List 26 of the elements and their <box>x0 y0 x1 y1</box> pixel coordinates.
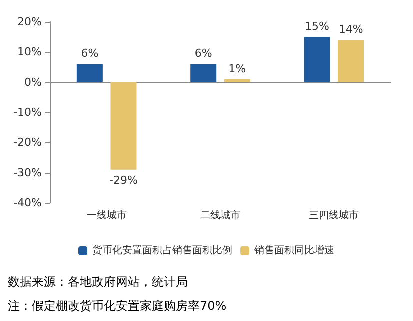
data-label: 15% <box>305 20 330 34</box>
x-tick-label: 二线城市 <box>200 210 240 222</box>
source-note: 数据来源：各地政府网站，统计局 <box>8 275 188 289</box>
bar <box>224 79 250 82</box>
bar <box>304 37 330 82</box>
x-tick-label: 三四线城市 <box>309 210 360 222</box>
data-label: 6% <box>81 47 99 60</box>
data-label: 14% <box>338 23 364 36</box>
y-tick-label: -30% <box>14 166 42 180</box>
bar <box>190 64 217 82</box>
text: 注：假定棚改货币化安置家庭购房率70% <box>8 299 227 313</box>
bar <box>338 40 364 82</box>
x-tick-label: 一线城市 <box>86 210 127 222</box>
data-label: 6% <box>194 47 212 60</box>
data-label: 1% <box>228 62 246 76</box>
legend-label: 货币化安置面积占销售面积比例 <box>92 244 232 256</box>
data-label: -29% <box>110 174 138 187</box>
y-tick-label: 20% <box>18 16 42 28</box>
legend-label: 销售面积同比增速 <box>254 244 334 256</box>
y-tick-label: -10% <box>14 106 42 119</box>
y-tick-label: -20% <box>14 136 42 150</box>
y-tick-label: -40% <box>14 196 42 210</box>
y-tick-label: 10% <box>18 46 42 59</box>
bar <box>110 82 137 170</box>
bar <box>76 64 103 82</box>
y-tick-label: 0% <box>24 76 42 89</box>
